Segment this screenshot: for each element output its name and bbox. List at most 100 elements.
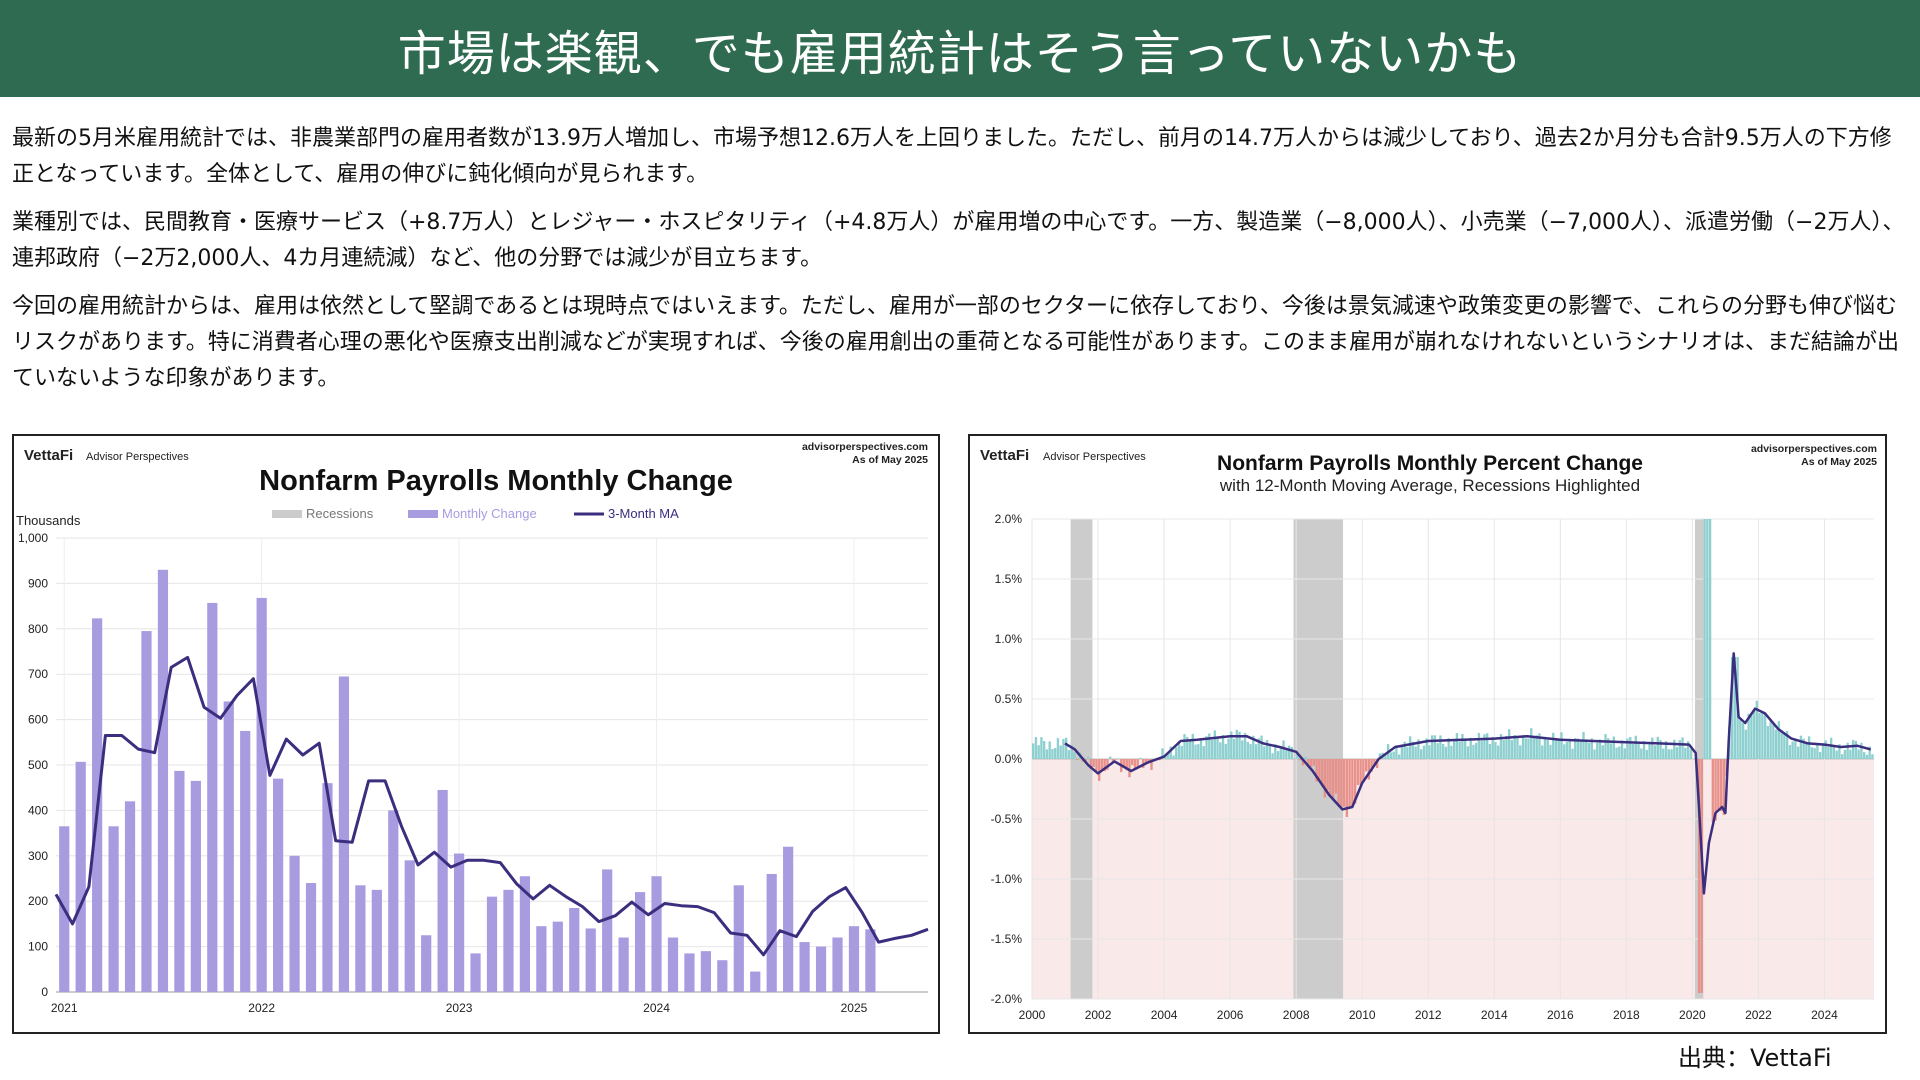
monthly-bar [1824, 740, 1827, 759]
monthly-bar [1653, 745, 1657, 759]
ma-line-group [1064, 652, 1872, 895]
x-tick-label: 2020 [1679, 1008, 1706, 1022]
bar [733, 885, 744, 992]
bar [684, 953, 695, 992]
monthly-bar [1131, 759, 1134, 766]
monthly-bar [1557, 738, 1560, 759]
monthly-bar [1199, 738, 1203, 759]
grid [1031, 518, 1874, 1000]
monthly-bar [1414, 746, 1417, 759]
monthly-bar [1840, 754, 1844, 759]
monthly-bar [1243, 732, 1247, 759]
y-tick-label: 1,000 [18, 531, 48, 545]
monthly-bar [1419, 749, 1423, 759]
monthly-bar [1673, 739, 1676, 759]
monthly-bar [1684, 747, 1687, 759]
x-tick-label: 2014 [1481, 1008, 1508, 1022]
monthly-bar [1455, 733, 1459, 759]
monthly-bar [1461, 733, 1464, 759]
monthly-bar [1513, 735, 1516, 759]
monthly-bar [1851, 739, 1855, 759]
y-tick-label: 0.5% [995, 692, 1023, 706]
monthly-bar [1056, 738, 1060, 759]
x-ticks: 2000 2002 2004 2006 2008 2010 2012 2014 2016 2018… [1019, 1008, 1838, 1022]
monthly-bar [1202, 746, 1205, 759]
monthly-bar [1406, 747, 1409, 759]
bar [273, 778, 284, 992]
bar [783, 846, 794, 992]
y-tick-label: 300 [28, 849, 48, 863]
monthly-bar [1697, 759, 1701, 993]
monthly-bar [1816, 742, 1819, 759]
monthly-bar [1411, 741, 1415, 759]
chart-title: Nonfarm Payrolls Monthly Percent Change [1217, 452, 1643, 475]
monthly-bar [1326, 759, 1329, 791]
monthly-bar [1087, 756, 1090, 759]
monthly-bar [1117, 758, 1120, 759]
bar [552, 921, 563, 992]
bar [651, 876, 662, 992]
monthly-bar [1271, 753, 1274, 759]
monthly-bar [1342, 759, 1346, 807]
monthly-bar [1714, 759, 1717, 821]
y-tick-label: -1.5% [991, 932, 1023, 946]
monthly-bar [1285, 750, 1288, 759]
monthly-bar [1037, 745, 1040, 759]
monthly-bar [1686, 741, 1690, 759]
x-tick-label: 2010 [1349, 1008, 1376, 1022]
monthly-bar [1260, 735, 1263, 759]
y-tick-label: 0.0% [995, 752, 1023, 766]
monthly-bar [1296, 752, 1299, 759]
legend-label-monthly-change: Monthly Change [442, 506, 537, 521]
monthly-bar [1846, 742, 1849, 759]
monthly-bar [1059, 745, 1062, 759]
monthly-bar [1257, 738, 1260, 759]
monthly-bar [1612, 736, 1615, 759]
monthly-bar [1194, 744, 1197, 759]
monthly-bar [1656, 736, 1659, 759]
legend-swatch-monthly-change [408, 510, 438, 518]
monthly-bar [1318, 759, 1321, 781]
bar [108, 826, 119, 992]
monthly-bar [1626, 738, 1629, 759]
y-tick-label: -0.5% [991, 812, 1023, 826]
y-tick-label: 200 [28, 894, 48, 908]
monthly-bar [1810, 747, 1814, 759]
monthly-bar [1629, 736, 1632, 759]
monthly-bar [1422, 745, 1426, 759]
bar [256, 597, 267, 992]
monthly-bar [1524, 738, 1527, 759]
monthly-bar [1519, 745, 1522, 759]
monthly-bar [1458, 741, 1461, 759]
bar [519, 876, 531, 992]
monthly-bar [1821, 743, 1825, 759]
monthly-bar [1307, 759, 1310, 767]
monthly-bar [1403, 741, 1406, 759]
monthly-bar [1158, 759, 1161, 761]
monthly-bar [1230, 731, 1233, 759]
chart-subtitle: with 12-Month Moving Average, Recessions… [1219, 476, 1640, 495]
monthly-bar [1788, 744, 1792, 759]
monthly-bar [1615, 747, 1618, 759]
monthly-bar [1651, 737, 1654, 759]
monthly-bar [1125, 759, 1128, 771]
bar [371, 889, 382, 992]
monthly-bar [1483, 734, 1486, 759]
page-title: 市場は楽観、でも雇用統計はそう言っていないかも [0, 0, 1920, 97]
bar [470, 953, 481, 992]
monthly-bar [1359, 759, 1362, 785]
monthly-bar [1147, 759, 1150, 762]
monthly-bar [1574, 737, 1577, 759]
monthly-bar [1466, 746, 1470, 759]
monthly-bar [1408, 736, 1412, 759]
monthly-bar [1340, 759, 1343, 809]
monthly-bar [1216, 737, 1219, 759]
monthly-bar [1329, 759, 1332, 797]
monthly-bar [1774, 729, 1778, 759]
bar [667, 937, 679, 992]
monthly-bar [1375, 759, 1379, 769]
monthly-bar [1750, 713, 1753, 759]
monthly-bar [1755, 700, 1759, 759]
monthly-bar [1862, 752, 1866, 759]
monthly-bar [1210, 739, 1214, 759]
